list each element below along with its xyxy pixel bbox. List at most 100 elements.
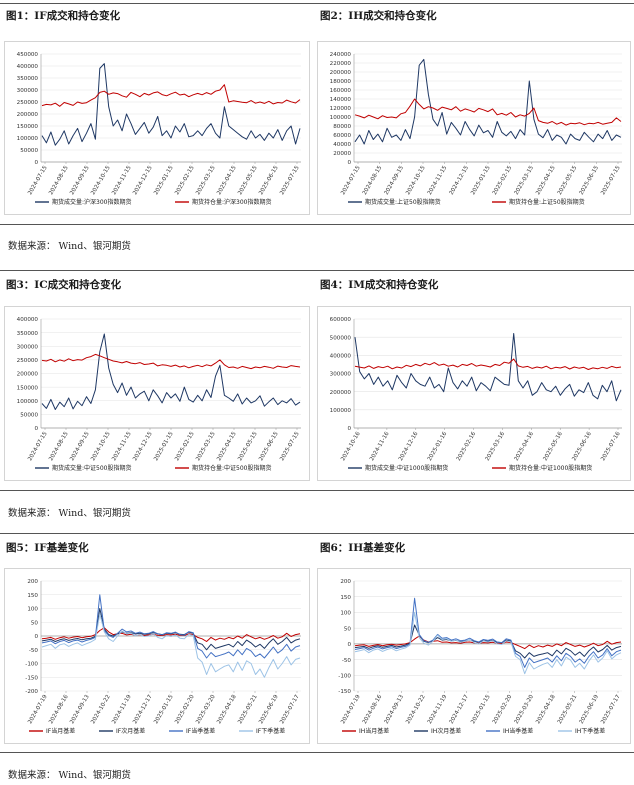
y-tick-label: 50 [31, 620, 39, 626]
y-tick-label: 180000 [330, 79, 352, 85]
figure-title: 图4：IM成交和持仓变化 [320, 279, 439, 291]
y-tick-label: 400000 [17, 64, 39, 70]
x-tick-label: 2024-07-15 [27, 431, 49, 463]
x-tick-label: 2024-09-15 [384, 165, 406, 197]
x-tick-label: 2025-01-15 [470, 165, 492, 197]
x-tick-label: 2024-07-19 [27, 694, 49, 726]
y-tick-label: 250000 [17, 100, 39, 106]
x-tick-label: 2025-06-16 [571, 431, 593, 463]
x-tick-label: 2024-12-15 [132, 165, 154, 197]
x-tick-label: 2024-08-15 [48, 165, 70, 197]
x-tick-label: 2025-06-19 [258, 694, 280, 726]
y-tick-label: 0 [34, 426, 38, 432]
y-tick-label: 50000 [20, 413, 38, 419]
x-tick-label: 2025-03-16 [485, 431, 507, 463]
figure-title: 图5：IF基差变化 [6, 542, 89, 554]
legend-label: IF当季基差 [186, 727, 215, 735]
y-tick-label: 140000 [330, 97, 352, 103]
y-tick-label: 150 [27, 593, 38, 599]
x-tick-label: 2024-10-15 [90, 431, 112, 463]
y-tick-label: 0 [347, 426, 351, 432]
x-tick-label: 2025-04-15 [216, 165, 238, 197]
x-tick-label: 2024-12-17 [449, 694, 471, 726]
x-tick-label: 2025-02-15 [174, 431, 196, 463]
x-tick-label: 2025-04-18 [216, 694, 238, 726]
y-tick-label: -100 [338, 673, 351, 679]
chart-panel: 0 20000 40000 60000 80000 100000 120000 140000 1… [317, 41, 631, 215]
x-tick-label: 2025-03-15 [514, 165, 536, 197]
x-tick-label: 2025-03-20 [195, 694, 217, 726]
y-tick-label: 200000 [330, 390, 352, 396]
x-tick-label: 2024-11-19 [111, 694, 133, 726]
x-tick-label: 2025-07-15 [600, 165, 622, 197]
x-tick-label: 2025-06-15 [258, 431, 280, 463]
x-tick-label: 2025-06-15 [258, 165, 280, 197]
chart-panel: 0 100000 200000 300000 400000 500000 600000 202… [317, 306, 631, 481]
x-tick-label: 2025-01-15 [153, 694, 175, 726]
series-line [41, 333, 301, 410]
series-line [354, 611, 622, 675]
y-tick-label: 0 [347, 160, 351, 166]
y-tick-label: 300000 [17, 88, 39, 94]
chart-panel: -150 -100 -50 0 50 100 150 200 2024-07-19 2024-08… [317, 568, 631, 744]
chart-panel: 0 50000 100000 150000 200000 250000 300000 3500… [4, 41, 310, 215]
series-line [41, 613, 301, 678]
y-tick-label: 150 [340, 595, 351, 601]
x-tick-label: 2025-01-16 [427, 431, 449, 463]
x-tick-label: 2024-09-15 [69, 431, 91, 463]
x-tick-label: 2025-06-15 [579, 165, 601, 197]
x-tick-label: 2025-03-15 [195, 431, 217, 463]
y-tick-label: 350000 [17, 76, 39, 82]
section-rule [0, 490, 634, 491]
y-tick-label: 300000 [330, 372, 352, 378]
series-line [41, 608, 301, 651]
y-tick-label: 400000 [17, 317, 39, 323]
y-tick-label: 250000 [17, 358, 39, 364]
y-tick-label: 200000 [330, 70, 352, 76]
y-tick-label: -200 [25, 689, 38, 695]
x-tick-label: 2025-05-15 [237, 431, 259, 463]
series-line [354, 98, 622, 126]
legend-label: IH次月基差 [431, 727, 461, 735]
y-tick-label: 500000 [330, 335, 352, 341]
x-tick-label: 2024-08-16 [48, 694, 70, 726]
x-tick-label: 2024-08-15 [48, 431, 70, 463]
x-tick-label: 2025-02-20 [174, 694, 196, 726]
series-line [354, 58, 622, 145]
x-tick-label: 2024-11-15 [111, 165, 133, 197]
legend-label: IF当月基差 [46, 727, 75, 735]
y-tick-label: 50000 [20, 148, 38, 154]
x-tick-label: 2024-09-13 [384, 694, 406, 726]
y-tick-label: 120000 [330, 106, 352, 112]
legend-label: 期货成交量:沪深300指数期货 [52, 198, 131, 206]
x-tick-label: 2025-01-15 [153, 165, 175, 197]
y-tick-label: 400000 [330, 354, 352, 360]
y-tick-label: 0 [34, 634, 38, 640]
chart-panel: 0 50000 100000 150000 200000 250000 300000 3500… [4, 306, 310, 481]
data-source: 数据来源： Wind、银河期货 [8, 508, 131, 519]
legend-label: 期货持仓量:沪深300指数期货 [192, 198, 271, 206]
figure-title: 图1：IF成交和持仓变化 [6, 10, 121, 22]
x-tick-label: 2024-12-16 [398, 431, 420, 463]
y-tick-label: 300000 [17, 344, 39, 350]
legend-label: 期货持仓量:中证500股指期货 [192, 464, 271, 472]
x-tick-label: 2025-02-15 [492, 165, 514, 197]
legend-label: IF次月基差 [116, 727, 145, 735]
x-tick-label: 2024-12-15 [132, 431, 154, 463]
x-tick-label: 2024-09-13 [69, 694, 91, 726]
y-tick-label: 200000 [17, 372, 39, 378]
x-tick-label: 2024-07-15 [27, 165, 49, 197]
x-tick-label: 2025-01-15 [153, 431, 175, 463]
y-tick-label: 100 [340, 611, 351, 617]
series-line [354, 597, 622, 668]
x-tick-label: 2024-08-15 [362, 165, 384, 197]
y-tick-label: 200 [340, 579, 351, 585]
series-line [354, 624, 622, 659]
section-rule [0, 224, 634, 225]
legend-label: IH当季基差 [503, 727, 533, 735]
series-line [354, 358, 622, 370]
x-tick-label: 2025-03-20 [514, 694, 536, 726]
x-tick-label: 2025-02-15 [174, 165, 196, 197]
series-line [354, 635, 622, 650]
y-tick-label: -150 [25, 675, 38, 681]
